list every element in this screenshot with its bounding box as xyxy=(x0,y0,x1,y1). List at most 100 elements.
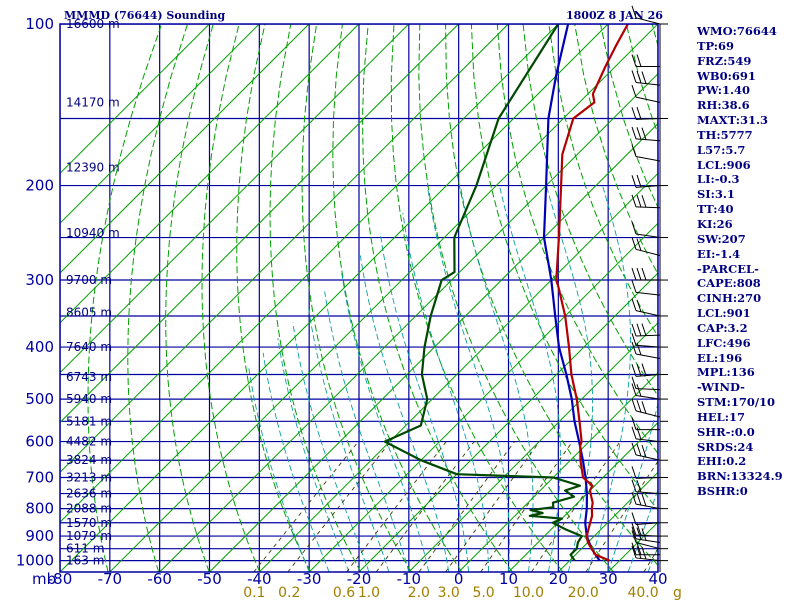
mixing-ratio-line xyxy=(585,460,658,572)
height-label: 5181 m xyxy=(66,414,112,428)
height-label: 12390 m xyxy=(66,160,120,174)
height-label: 1570 m xyxy=(66,516,112,530)
pressure-tick-label: 200 xyxy=(25,177,54,195)
wind-barb xyxy=(631,341,661,359)
dry-adiabat-line xyxy=(418,24,614,572)
wind-barb xyxy=(631,194,661,209)
wind-barb xyxy=(631,530,661,550)
dry-adiabat-line xyxy=(362,24,513,572)
index-line: TP:69 xyxy=(697,38,735,53)
wind-barb xyxy=(631,221,661,239)
temperature-tick-label: -40 xyxy=(247,570,272,588)
index-line: TT:40 xyxy=(697,202,734,217)
mixing-ratio-label: 0.6 xyxy=(333,585,355,600)
temperature-tick-label: -70 xyxy=(98,570,123,588)
index-line: CAPE:808 xyxy=(697,276,761,291)
pressure-unit-label: mb xyxy=(32,570,56,588)
wind-barb xyxy=(631,126,661,142)
wind-barb xyxy=(631,545,661,562)
wind-barb xyxy=(631,5,661,25)
height-label: 163 m xyxy=(66,554,104,568)
index-line: KI:26 xyxy=(697,216,733,231)
index-line: MPL:136 xyxy=(697,365,755,380)
height-label: 14170 m xyxy=(66,95,120,109)
pressure-tick-label: 300 xyxy=(25,271,54,289)
sounding-traces xyxy=(383,24,629,562)
mixing-ratio-line xyxy=(287,441,391,572)
isotherm-line xyxy=(159,72,658,572)
wind-barb xyxy=(631,526,661,543)
wind-barb xyxy=(631,144,661,162)
moist-adiabat-line xyxy=(341,272,430,572)
dry-adiabat-line xyxy=(470,24,658,511)
mixing-ratio-label: 2.0 xyxy=(408,585,430,600)
index-line: LCL:901 xyxy=(697,306,751,321)
temperature-tick-label: -50 xyxy=(197,570,222,588)
index-line: BRN:13324.9 xyxy=(697,469,783,484)
mixing-ratio-label: 0.1 xyxy=(243,585,265,600)
height-label: 5940 m xyxy=(66,392,112,406)
temperature-tick-label: 10 xyxy=(499,570,518,588)
isotherm-line xyxy=(308,222,658,572)
index-line: EL:196 xyxy=(697,350,743,365)
isotherm-line xyxy=(60,24,310,274)
index-line: SI:3.1 xyxy=(697,187,735,202)
pressure-tick-label: 900 xyxy=(25,527,54,545)
pressure-tick-label: 600 xyxy=(25,433,54,451)
index-line: TH:5777 xyxy=(697,127,753,142)
dry-adiabat-line xyxy=(87,24,163,572)
plot-frame xyxy=(59,23,659,573)
wind-barb xyxy=(631,333,661,348)
isotherm-line xyxy=(60,24,210,175)
pressure-tick-label: 100 xyxy=(25,15,54,33)
height-label: 10940 m xyxy=(66,226,120,240)
dry-adiabat-line xyxy=(165,24,214,572)
wind-barb xyxy=(631,492,661,510)
wind-barb xyxy=(631,512,661,526)
dry-adiabat-line xyxy=(236,24,311,572)
index-line: LCL:906 xyxy=(697,157,751,172)
temperature-tick-label: -60 xyxy=(147,570,172,588)
height-label: 3213 m xyxy=(66,471,112,485)
isotherm-line xyxy=(60,24,609,572)
pressure-temperature-grid xyxy=(60,24,658,572)
isotherm-line xyxy=(60,24,260,224)
mixing-ratio-label: 1.0 xyxy=(358,585,380,600)
index-line: -PARCEL- xyxy=(697,261,759,276)
index-line: STM:170/10 xyxy=(697,395,776,410)
wind-barb xyxy=(631,107,661,120)
pressure-tick-label: 400 xyxy=(25,338,54,356)
mixing-ratio-label: 5.0 xyxy=(472,585,494,600)
moist-adiabat-line xyxy=(426,185,510,572)
mixing-ratio-line xyxy=(531,441,621,572)
temperature-tick-label: -30 xyxy=(297,570,322,588)
index-line: HEL:17 xyxy=(697,409,745,424)
wind-barb xyxy=(631,426,661,443)
moist-adiabat-line xyxy=(262,352,330,572)
isotherm-line xyxy=(508,421,658,572)
wind-barb xyxy=(631,417,660,431)
height-label: 611 m xyxy=(66,542,104,556)
pressure-tick-label: 800 xyxy=(25,500,54,518)
isotherm-line xyxy=(60,24,559,523)
dry-adiabat-line xyxy=(269,24,362,572)
wind-barb xyxy=(631,363,661,377)
isotherm-line xyxy=(258,172,658,572)
wind-barb xyxy=(631,376,661,391)
isotherm-line xyxy=(358,272,658,572)
wind-barb xyxy=(631,466,661,479)
temperature-trace xyxy=(555,24,629,562)
wind-barb xyxy=(631,70,661,86)
wind-barb xyxy=(631,442,661,461)
temperature-tick-label: 30 xyxy=(599,570,618,588)
index-line: BSHR:0 xyxy=(697,484,748,499)
wind-barb-column xyxy=(631,5,668,572)
mixing-ratio-label: 40.0 xyxy=(627,585,658,600)
dry-adiabat-line xyxy=(201,24,261,572)
index-line: -WIND- xyxy=(697,380,745,395)
height-label: 2636 m xyxy=(66,487,112,501)
station-title: MMMD (76644) Sounding xyxy=(64,9,226,22)
index-line: MAXT:31.3 xyxy=(697,113,768,128)
moist-adiabat-line xyxy=(248,366,310,572)
